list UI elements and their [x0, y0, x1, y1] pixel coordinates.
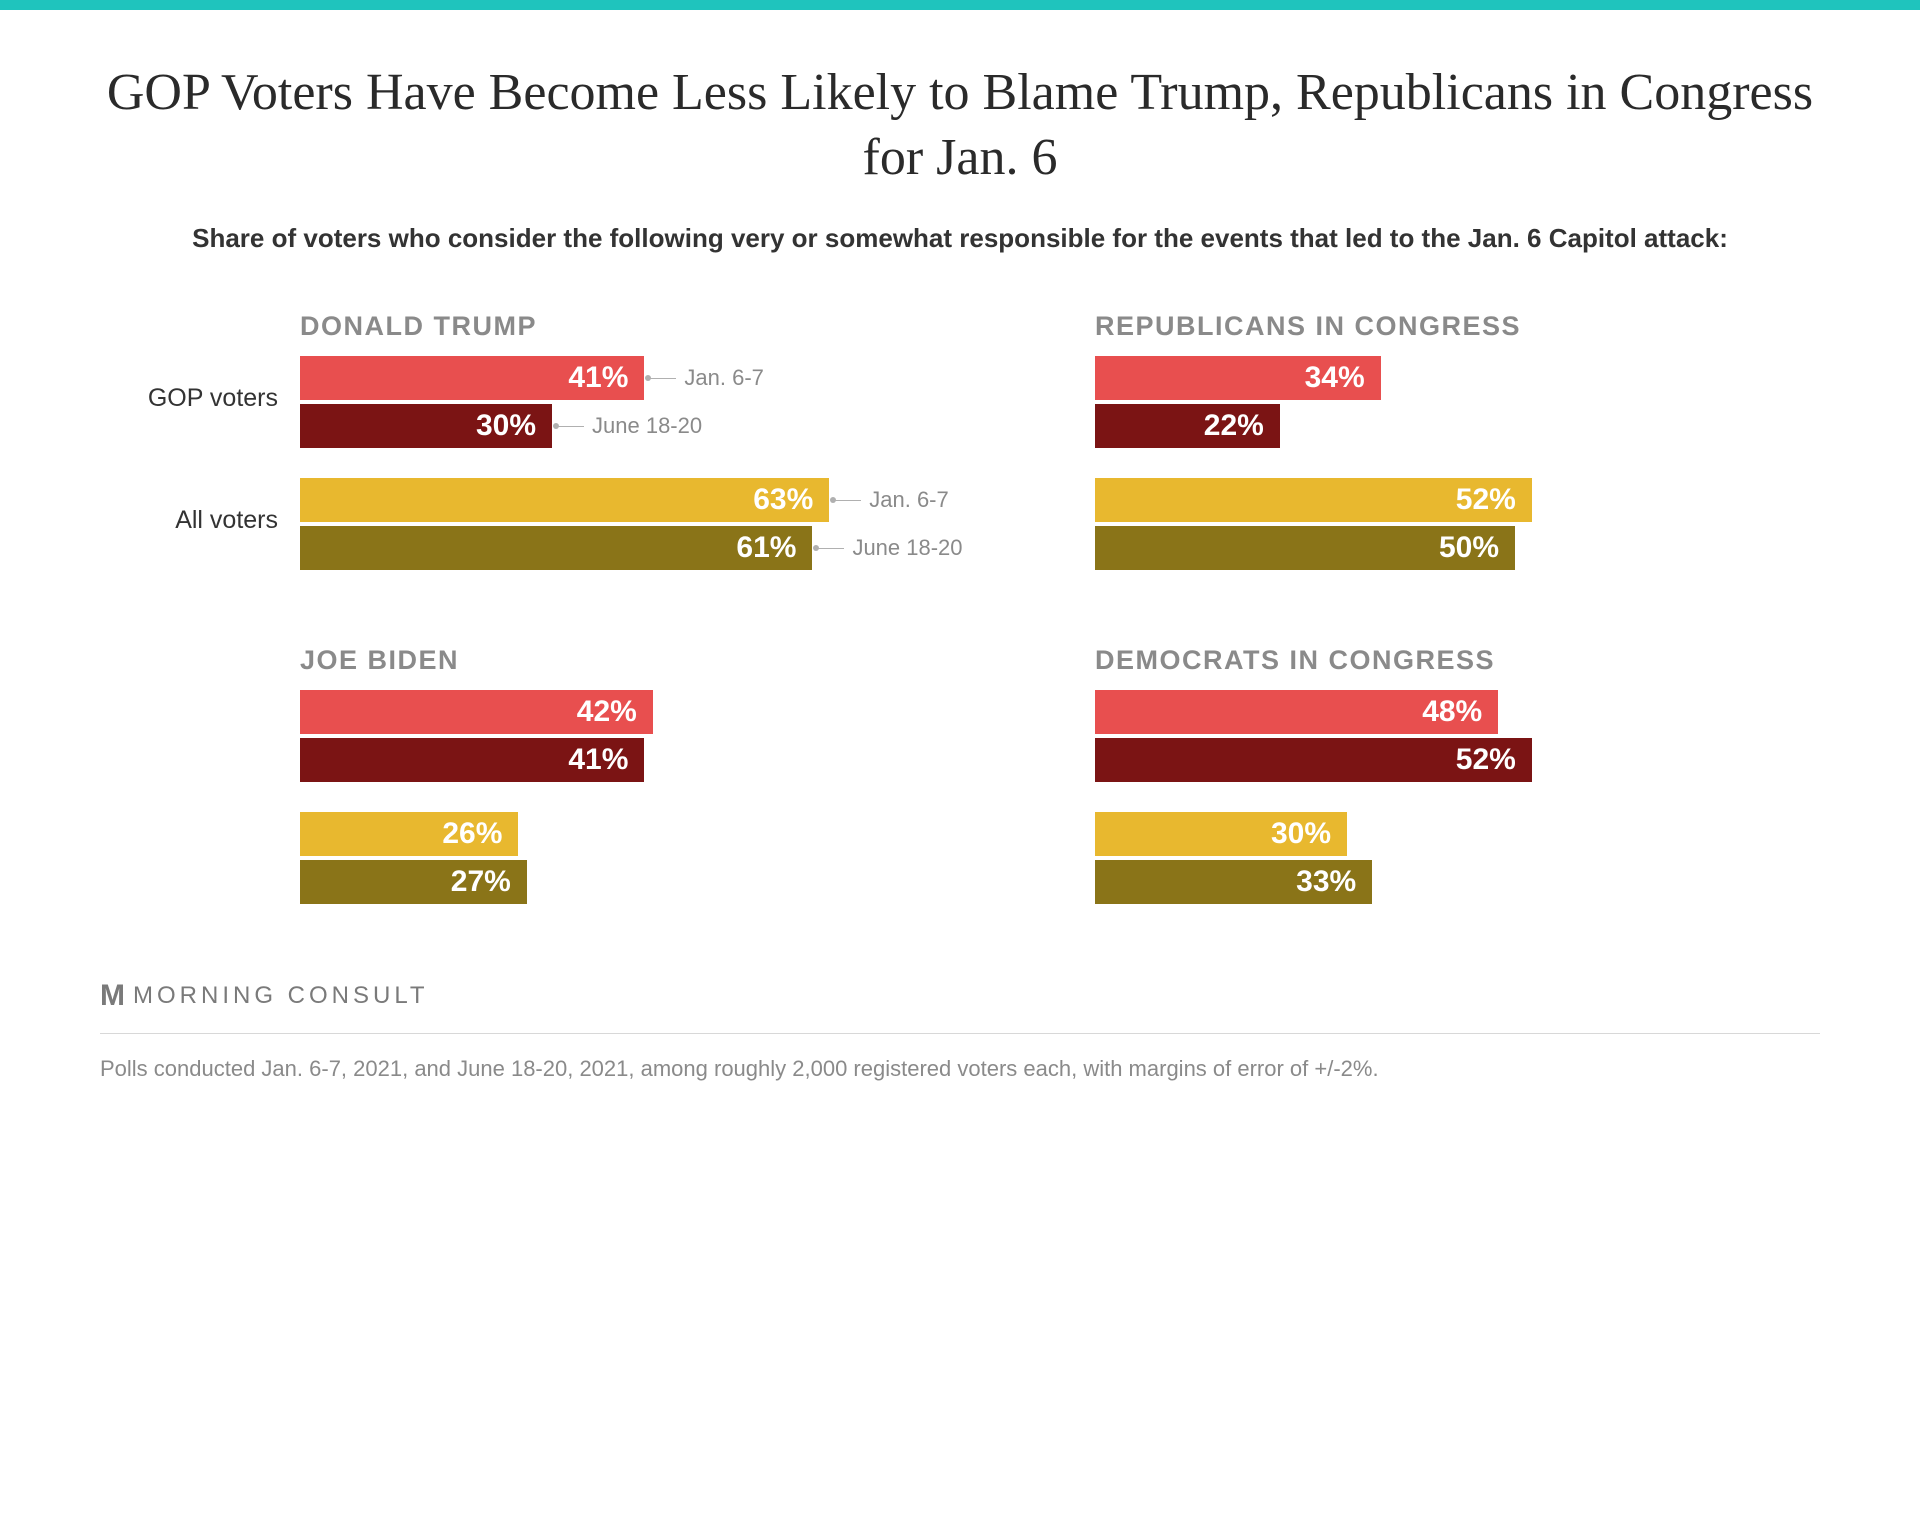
bar-row: 61% June 18-20	[300, 526, 1025, 570]
bar-row: 52%	[1095, 478, 1820, 522]
wave-callout: Jan. 6-7	[650, 365, 764, 391]
row-label-column: GOP voters All voters	[100, 311, 300, 600]
bar-row: 42%	[300, 690, 1025, 734]
bar: 26%	[300, 812, 518, 856]
bar-row: 50%	[1095, 526, 1820, 570]
bar-row: 33%	[1095, 860, 1820, 904]
bar-row: 41% Jan. 6-7	[300, 356, 1025, 400]
callout-line	[818, 548, 844, 549]
bar: 30%	[1095, 812, 1347, 856]
bar-row: 48%	[1095, 690, 1820, 734]
chart-panel: DONALD TRUMP 41% Jan. 6-7 30% June 18-20 63% J…	[300, 311, 1025, 600]
source-logo: M MORNING CONSULT	[100, 979, 1820, 1013]
bar-row: 27%	[300, 860, 1025, 904]
wave-callout: June 18-20	[818, 535, 962, 561]
accent-bar	[0, 0, 1920, 10]
bar: 22%	[1095, 404, 1280, 448]
bar: 50%	[1095, 526, 1515, 570]
bar: 48%	[1095, 690, 1498, 734]
chart-row: GOP voters All voters DONALD TRUMP 41% Jan. …	[100, 311, 1820, 600]
footnote: Polls conducted Jan. 6-7, 2021, and June…	[100, 1056, 1820, 1082]
bar: 42%	[300, 690, 653, 734]
bar-group: 52%50%	[1095, 478, 1820, 570]
chart-panels: GOP voters All voters DONALD TRUMP 41% Jan. …	[100, 311, 1820, 934]
bar-group: 63% Jan. 6-7 61% June 18-20	[300, 478, 1025, 570]
bar-row: 30%	[1095, 812, 1820, 856]
callout-label: Jan. 6-7	[684, 365, 764, 391]
bar: 27%	[300, 860, 527, 904]
bar: 33%	[1095, 860, 1372, 904]
bar-row: 22%	[1095, 404, 1820, 448]
logo-text: MORNING CONSULT	[133, 982, 429, 1010]
callout-label: June 18-20	[592, 413, 702, 439]
callout-label: Jan. 6-7	[869, 487, 949, 513]
chart-panel: JOE BIDEN 42%41% 26%27%	[300, 645, 1025, 934]
bar: 63%	[300, 478, 829, 522]
bar-row: 41%	[300, 738, 1025, 782]
bar-group: 34%22%	[1095, 356, 1820, 448]
bar: 41%	[300, 738, 644, 782]
bar-row: 26%	[300, 812, 1025, 856]
bar-group: 41% Jan. 6-7 30% June 18-20	[300, 356, 1025, 448]
bar: 34%	[1095, 356, 1381, 400]
chart-panel: REPUBLICANS IN CONGRESS 34%22% 52%50%	[1095, 311, 1820, 600]
bar: 41%	[300, 356, 644, 400]
bar-group: 48%52%	[1095, 690, 1820, 782]
panel-title: DEMOCRATS IN CONGRESS	[1095, 645, 1820, 676]
callout-line	[650, 378, 676, 379]
wave-callout: June 18-20	[558, 413, 702, 439]
chart-title: GOP Voters Have Become Less Likely to Bl…	[100, 60, 1820, 190]
callout-line	[835, 500, 861, 501]
logo-mark-icon: M	[100, 979, 123, 1013]
bar: 52%	[1095, 478, 1532, 522]
callout-label: June 18-20	[852, 535, 962, 561]
bar-group: 30%33%	[1095, 812, 1820, 904]
chart-row: JOE BIDEN 42%41% 26%27% DEMOCRATS IN CONGRE…	[100, 645, 1820, 934]
bar-group: 26%27%	[300, 812, 1025, 904]
chart-panel: DEMOCRATS IN CONGRESS 48%52% 30%33%	[1095, 645, 1820, 934]
bar: 61%	[300, 526, 812, 570]
all-row-label: All voters	[175, 506, 300, 535]
bar-group: 42%41%	[300, 690, 1025, 782]
chart-subtitle: Share of voters who consider the followi…	[100, 220, 1820, 256]
wave-callout: Jan. 6-7	[835, 487, 949, 513]
bar-row: 34%	[1095, 356, 1820, 400]
bar: 30%	[300, 404, 552, 448]
panel-title: DONALD TRUMP	[300, 311, 1025, 342]
bar-row: 63% Jan. 6-7	[300, 478, 1025, 522]
bar-row: 30% June 18-20	[300, 404, 1025, 448]
panel-title: REPUBLICANS IN CONGRESS	[1095, 311, 1820, 342]
gop-row-label: GOP voters	[148, 384, 300, 413]
chart-container: GOP Voters Have Become Less Likely to Bl…	[0, 10, 1920, 1112]
row-label-column	[100, 645, 300, 934]
panel-title: JOE BIDEN	[300, 645, 1025, 676]
divider	[100, 1033, 1820, 1034]
callout-line	[558, 426, 584, 427]
bar-row: 52%	[1095, 738, 1820, 782]
bar: 52%	[1095, 738, 1532, 782]
